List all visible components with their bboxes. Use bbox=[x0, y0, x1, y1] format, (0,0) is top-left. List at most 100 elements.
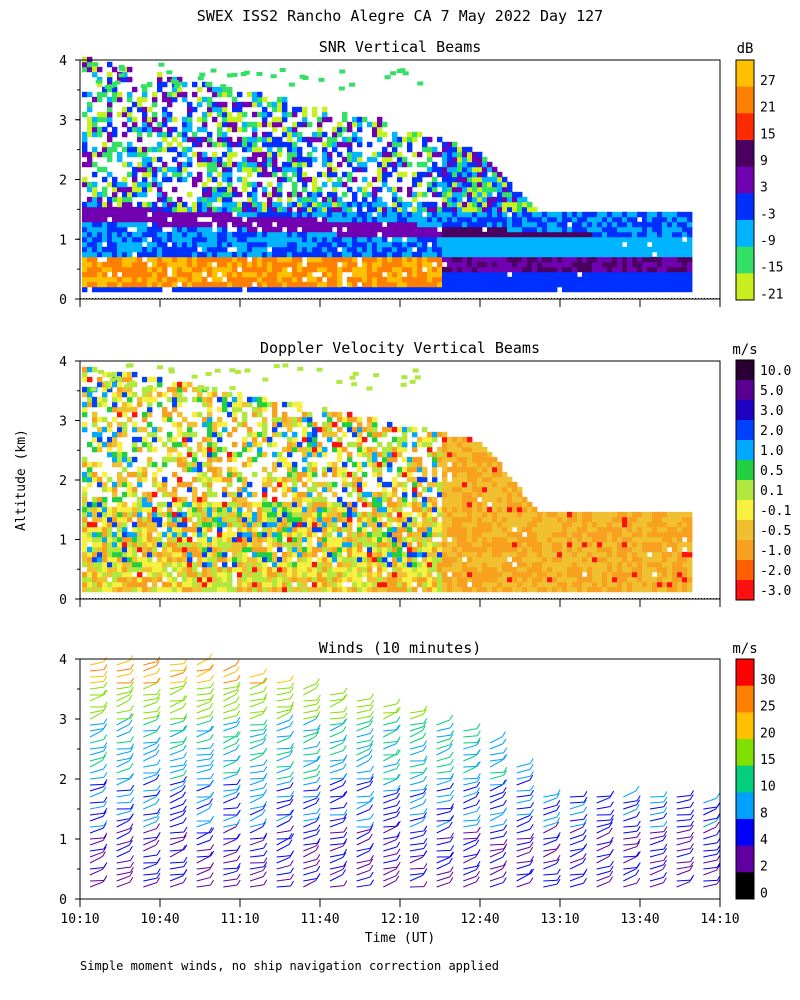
field-cell bbox=[407, 571, 413, 578]
field-cell bbox=[197, 561, 203, 568]
field-cell bbox=[307, 271, 313, 278]
field-cell bbox=[652, 271, 658, 278]
field-cell bbox=[297, 231, 303, 238]
field-cell bbox=[87, 241, 93, 248]
field-cell bbox=[362, 586, 368, 593]
field-cell bbox=[387, 161, 393, 168]
field-cell bbox=[277, 206, 283, 213]
field-cell bbox=[147, 531, 153, 538]
field-cell bbox=[382, 231, 388, 238]
field-cell bbox=[152, 256, 158, 263]
field-cell bbox=[292, 186, 298, 193]
field-cell bbox=[157, 276, 163, 283]
field-cell bbox=[552, 211, 558, 218]
field-cell bbox=[112, 406, 118, 413]
field-cell bbox=[362, 246, 368, 253]
field-cell bbox=[177, 431, 183, 438]
field-cell bbox=[117, 186, 123, 193]
field-cell bbox=[292, 551, 298, 558]
field-cell bbox=[397, 136, 403, 143]
field-cell bbox=[387, 546, 393, 553]
field-cell bbox=[262, 516, 268, 523]
field-cell bbox=[457, 161, 463, 168]
field-cell bbox=[357, 221, 363, 228]
field-cell bbox=[492, 166, 498, 173]
field-cell bbox=[497, 271, 503, 278]
field-cell bbox=[147, 126, 153, 133]
field-cell bbox=[297, 206, 303, 213]
field-cell bbox=[152, 101, 158, 108]
y-tick-label: 0 bbox=[59, 293, 67, 308]
field-cell bbox=[287, 556, 293, 563]
field-cell bbox=[112, 206, 118, 213]
field-cell bbox=[137, 146, 143, 153]
field-cell bbox=[107, 101, 113, 108]
field-cell bbox=[132, 176, 138, 183]
field-cell bbox=[572, 251, 578, 258]
field-cell bbox=[382, 181, 388, 188]
field-cell bbox=[312, 431, 318, 438]
field-cell bbox=[197, 196, 203, 203]
field-cell bbox=[527, 231, 533, 238]
field-cell bbox=[112, 546, 118, 553]
field-cell bbox=[277, 261, 283, 268]
field-cell bbox=[297, 146, 303, 153]
field-cell bbox=[337, 566, 343, 573]
field-cell bbox=[482, 261, 488, 268]
field-cell bbox=[247, 226, 253, 233]
field-cell bbox=[207, 456, 213, 463]
field-cell bbox=[262, 241, 268, 248]
field-cell bbox=[227, 231, 233, 238]
field-cell bbox=[342, 156, 348, 163]
field-cell bbox=[112, 186, 118, 193]
field-cell bbox=[117, 566, 123, 573]
field-cell bbox=[142, 561, 148, 568]
field-cell bbox=[392, 531, 398, 538]
field-cell bbox=[277, 101, 283, 108]
field-cell bbox=[427, 221, 433, 228]
field-cell bbox=[467, 241, 473, 248]
field-cell bbox=[327, 556, 333, 563]
field-cell bbox=[322, 246, 328, 253]
field-cell bbox=[417, 281, 423, 288]
field-cell bbox=[177, 521, 183, 528]
field-cell bbox=[217, 191, 223, 198]
field-cell bbox=[372, 121, 378, 128]
field-cell bbox=[432, 221, 438, 228]
field-cell bbox=[82, 561, 88, 568]
field-cell bbox=[142, 466, 148, 473]
field-cell bbox=[142, 126, 148, 133]
field-cell bbox=[167, 211, 173, 218]
field-cell bbox=[152, 91, 158, 98]
field-cell bbox=[107, 146, 113, 153]
field-cell bbox=[512, 201, 518, 208]
field-cell bbox=[172, 231, 178, 238]
field-cell bbox=[112, 486, 118, 493]
field-cell bbox=[252, 586, 258, 593]
field-cell bbox=[437, 241, 443, 248]
field-cell bbox=[92, 146, 98, 153]
field-cell bbox=[342, 556, 348, 563]
field-cell bbox=[477, 276, 483, 283]
field-cell bbox=[652, 246, 658, 253]
field-cell bbox=[217, 206, 223, 213]
field-cell bbox=[507, 246, 513, 253]
field-cell bbox=[402, 221, 408, 228]
field-cell bbox=[287, 536, 293, 543]
field-cell bbox=[662, 286, 668, 293]
field-cell bbox=[577, 211, 583, 218]
field-cell bbox=[117, 586, 123, 593]
field-cell bbox=[322, 241, 328, 248]
field-cell bbox=[402, 246, 408, 253]
field-cell bbox=[412, 566, 418, 573]
field-cell bbox=[262, 201, 268, 208]
field-cell bbox=[457, 201, 463, 208]
field-cell bbox=[432, 281, 438, 288]
field-cell bbox=[237, 496, 243, 503]
field-cell bbox=[212, 521, 218, 528]
field-cell bbox=[372, 246, 378, 253]
field-cell bbox=[422, 271, 428, 278]
field-cell bbox=[97, 266, 103, 273]
field-cell bbox=[92, 546, 98, 553]
field-cell bbox=[172, 251, 178, 258]
